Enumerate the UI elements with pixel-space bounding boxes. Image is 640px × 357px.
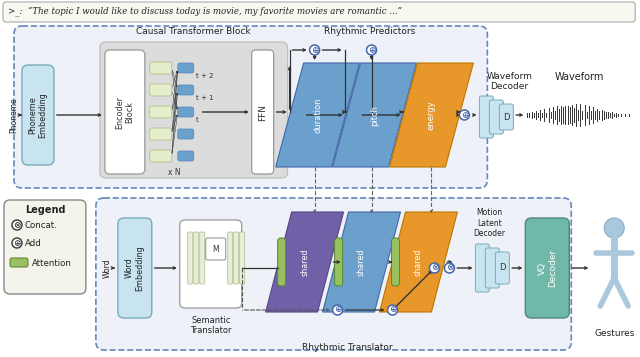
FancyBboxPatch shape <box>188 232 193 284</box>
FancyBboxPatch shape <box>205 238 226 260</box>
FancyBboxPatch shape <box>22 65 54 165</box>
FancyBboxPatch shape <box>118 218 152 318</box>
Text: Waveform
Decoder: Waveform Decoder <box>486 72 532 91</box>
Polygon shape <box>390 63 474 167</box>
Text: Phoneme
Embedding: Phoneme Embedding <box>28 92 47 138</box>
FancyBboxPatch shape <box>392 238 399 286</box>
FancyBboxPatch shape <box>240 232 244 284</box>
Text: ⊕: ⊕ <box>388 306 396 315</box>
FancyBboxPatch shape <box>479 96 493 138</box>
Text: ⊕: ⊕ <box>311 45 318 55</box>
FancyBboxPatch shape <box>150 84 172 96</box>
Polygon shape <box>323 212 401 312</box>
FancyBboxPatch shape <box>178 63 194 73</box>
Text: FFN: FFN <box>258 104 267 121</box>
Circle shape <box>604 218 624 238</box>
Text: Gestures: Gestures <box>594 329 634 338</box>
FancyBboxPatch shape <box>252 50 274 174</box>
Text: Attention: Attention <box>32 258 72 267</box>
Text: Legend: Legend <box>25 205 65 215</box>
Text: D: D <box>503 112 509 121</box>
Text: M: M <box>212 245 219 253</box>
Text: D: D <box>499 263 506 272</box>
FancyBboxPatch shape <box>178 129 194 139</box>
Polygon shape <box>276 63 360 167</box>
FancyBboxPatch shape <box>178 85 194 95</box>
FancyBboxPatch shape <box>499 104 513 130</box>
Text: shared: shared <box>414 248 423 276</box>
Text: t + 2: t + 2 <box>196 73 213 79</box>
Circle shape <box>310 45 319 55</box>
Circle shape <box>429 263 440 273</box>
FancyBboxPatch shape <box>490 100 504 134</box>
FancyBboxPatch shape <box>10 258 28 267</box>
Text: ⊕: ⊕ <box>461 111 468 120</box>
FancyBboxPatch shape <box>180 220 242 308</box>
Circle shape <box>444 263 454 273</box>
Text: Motion
Latent
Decoder: Motion Latent Decoder <box>474 208 506 238</box>
Circle shape <box>333 305 342 315</box>
Text: pitch: pitch <box>370 105 379 126</box>
FancyBboxPatch shape <box>234 232 239 284</box>
FancyBboxPatch shape <box>96 198 572 350</box>
Text: Rhythmic Translator: Rhythmic Translator <box>302 343 393 352</box>
Circle shape <box>12 238 22 248</box>
Text: Phoneme: Phoneme <box>10 97 19 133</box>
FancyBboxPatch shape <box>105 50 145 174</box>
Circle shape <box>387 305 397 315</box>
Text: Causal Transformer Block: Causal Transformer Block <box>136 27 251 36</box>
Text: Word
Embedding: Word Embedding <box>125 245 145 291</box>
FancyBboxPatch shape <box>14 26 488 188</box>
FancyBboxPatch shape <box>150 150 172 162</box>
FancyBboxPatch shape <box>194 232 199 284</box>
FancyBboxPatch shape <box>100 42 287 178</box>
FancyBboxPatch shape <box>4 200 86 294</box>
FancyBboxPatch shape <box>495 252 509 284</box>
Text: Rhythmic Predictors: Rhythmic Predictors <box>324 27 415 36</box>
FancyBboxPatch shape <box>278 238 285 286</box>
FancyBboxPatch shape <box>485 248 499 288</box>
FancyBboxPatch shape <box>228 232 233 284</box>
FancyBboxPatch shape <box>476 244 490 292</box>
Polygon shape <box>266 212 344 312</box>
Text: energy: energy <box>427 100 436 130</box>
Text: duration: duration <box>313 97 322 133</box>
FancyBboxPatch shape <box>178 107 194 117</box>
FancyBboxPatch shape <box>150 62 172 74</box>
Text: Concat.: Concat. <box>25 221 58 230</box>
Polygon shape <box>380 212 458 312</box>
FancyBboxPatch shape <box>178 151 194 161</box>
Text: ⊗: ⊗ <box>431 263 438 272</box>
FancyBboxPatch shape <box>200 232 205 284</box>
FancyBboxPatch shape <box>335 238 342 286</box>
Text: >_:  “The topic I would like to discuss today is movie, my favorite movies are r: >_: “The topic I would like to discuss t… <box>8 7 402 17</box>
FancyBboxPatch shape <box>3 2 635 22</box>
Text: shared: shared <box>357 248 366 276</box>
Text: ⊕: ⊕ <box>334 306 341 315</box>
Text: ⊗: ⊗ <box>13 221 20 230</box>
FancyBboxPatch shape <box>150 106 172 118</box>
Text: Encoder
Block: Encoder Block <box>115 96 134 129</box>
FancyBboxPatch shape <box>525 218 569 318</box>
Text: VQ
Decoder: VQ Decoder <box>538 249 557 287</box>
Circle shape <box>12 220 22 230</box>
Circle shape <box>367 45 376 55</box>
Text: Word: Word <box>102 258 111 278</box>
Text: shared: shared <box>300 248 309 276</box>
Text: ⊕: ⊕ <box>13 238 20 247</box>
Text: Waveform: Waveform <box>555 72 604 82</box>
Text: Semantic
Translator: Semantic Translator <box>190 316 232 335</box>
FancyBboxPatch shape <box>150 128 172 140</box>
Text: Add: Add <box>25 238 42 247</box>
Text: ⊗: ⊗ <box>445 263 453 272</box>
Text: t: t <box>196 117 198 123</box>
Text: t + 1: t + 1 <box>196 95 213 101</box>
Polygon shape <box>333 63 417 167</box>
Circle shape <box>460 110 469 120</box>
Text: x N: x N <box>168 167 181 176</box>
Text: ⊕: ⊕ <box>368 45 375 55</box>
